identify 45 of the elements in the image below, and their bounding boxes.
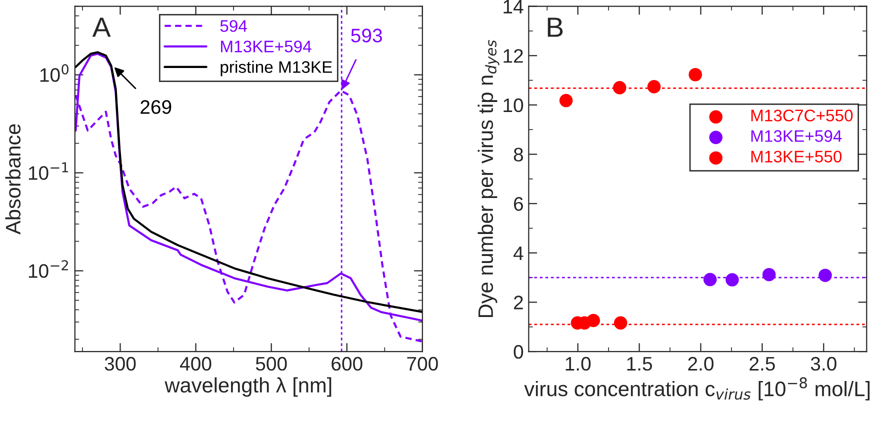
y-tick-label: 0: [514, 345, 524, 359]
legend-label: M13KE+594: [751, 130, 842, 142]
legend-label: pristine M13KE: [220, 60, 332, 76]
x-axis-title: wavelength λ [nm]: [164, 377, 332, 397]
y-tick-label: 10$^{0}$: [40, 64, 69, 82]
point: [586, 314, 600, 328]
annotation: 269: [140, 100, 172, 114]
y-tick-label: 10$^{−1}$: [28, 162, 68, 180]
y-tick-label: 6: [514, 197, 523, 211]
y-tick-label: 12: [504, 49, 523, 63]
annotation: B: [548, 18, 563, 37]
point: [688, 68, 702, 82]
x-tick-label: 2.0: [688, 356, 714, 371]
x-tick-label: 700: [407, 356, 438, 371]
y-tick-label: 8: [514, 148, 523, 162]
x-tick-label: 300: [104, 356, 136, 371]
point: [818, 268, 832, 282]
point: [614, 316, 628, 330]
legend-label: M13KE+594: [221, 40, 312, 52]
x-tick-label: 1.0: [566, 356, 591, 371]
annotation: 593: [351, 28, 382, 42]
legend-label: M13KE+550: [751, 150, 842, 163]
x-tick-label: 3.0: [810, 356, 836, 371]
y-axis-title: Absorbance: [5, 124, 21, 234]
point: [559, 94, 573, 108]
y-tick-label: 14: [504, 0, 524, 14]
point: [703, 272, 717, 286]
legend-label: M13C7C+550: [751, 110, 853, 122]
x-tick-label: 1.5: [627, 357, 652, 371]
point: [612, 81, 626, 94]
point: [647, 80, 661, 94]
y-tick-label: 2: [514, 296, 523, 310]
point: [726, 273, 739, 286]
y-tick-label: 4: [513, 246, 524, 260]
y-tick-label: 10: [504, 98, 524, 112]
y-tick-label: 10$^{−2}$: [28, 260, 68, 278]
legend-label: 594: [220, 20, 247, 32]
x-tick-label: 600: [332, 356, 362, 371]
y-axis-title: Dye number per virus tip n$_{dyes}$: [478, 40, 500, 318]
annotation: A: [92, 18, 111, 37]
x-tick-label: 2.5: [750, 356, 775, 371]
x-tick-label: 500: [256, 356, 287, 371]
x-tick-label: 400: [180, 356, 212, 371]
x-axis-title: virus concentration c$_{virus}$ [10$^{−8}$ mol/L]: [524, 377, 870, 400]
point: [762, 268, 776, 282]
